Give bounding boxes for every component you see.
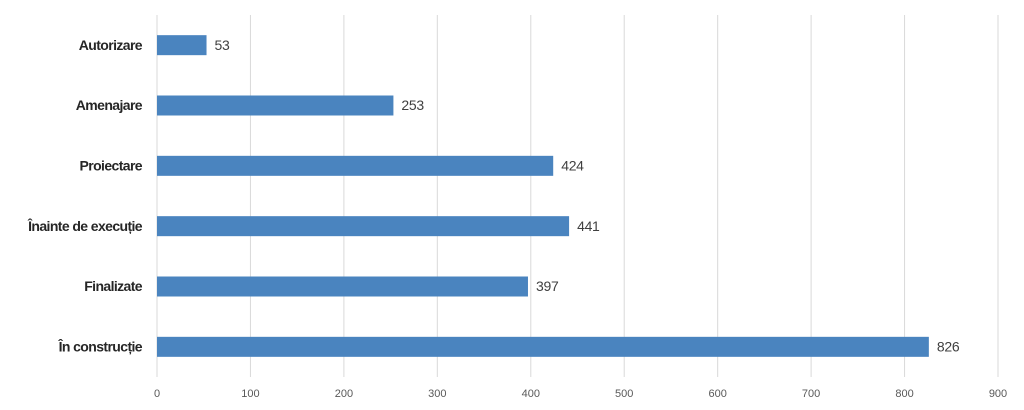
x-tick-label: 300 <box>428 388 446 400</box>
value-label: 53 <box>215 37 230 53</box>
x-tick-label: 800 <box>895 388 913 400</box>
y-tick-label: În construcție <box>58 338 143 355</box>
value-label: 397 <box>536 278 559 294</box>
y-tick-label: Finalizate <box>84 278 143 294</box>
x-tick-label: 400 <box>522 388 540 400</box>
value-label: 253 <box>401 97 424 113</box>
bar <box>157 336 929 357</box>
x-tick-label: 900 <box>989 388 1007 400</box>
bar <box>157 35 207 56</box>
bar <box>157 216 570 237</box>
bar <box>157 95 394 116</box>
value-label: 826 <box>937 339 960 355</box>
x-tick-label: 600 <box>708 388 726 400</box>
value-label: 441 <box>577 218 600 234</box>
y-tick-label: Înainte de execuție <box>27 217 143 234</box>
x-tick-label: 500 <box>615 388 633 400</box>
x-tick-label: 0 <box>154 388 160 400</box>
x-tick-label: 200 <box>335 388 353 400</box>
x-tick-label: 700 <box>802 388 820 400</box>
value-label: 424 <box>561 158 584 174</box>
y-tick-label: Amenajare <box>76 97 143 113</box>
x-tick-label: 100 <box>241 388 259 400</box>
y-tick-label: Autorizare <box>79 37 143 53</box>
bar <box>157 276 528 297</box>
bar <box>157 155 554 176</box>
y-tick-label: Proiectare <box>80 158 143 174</box>
